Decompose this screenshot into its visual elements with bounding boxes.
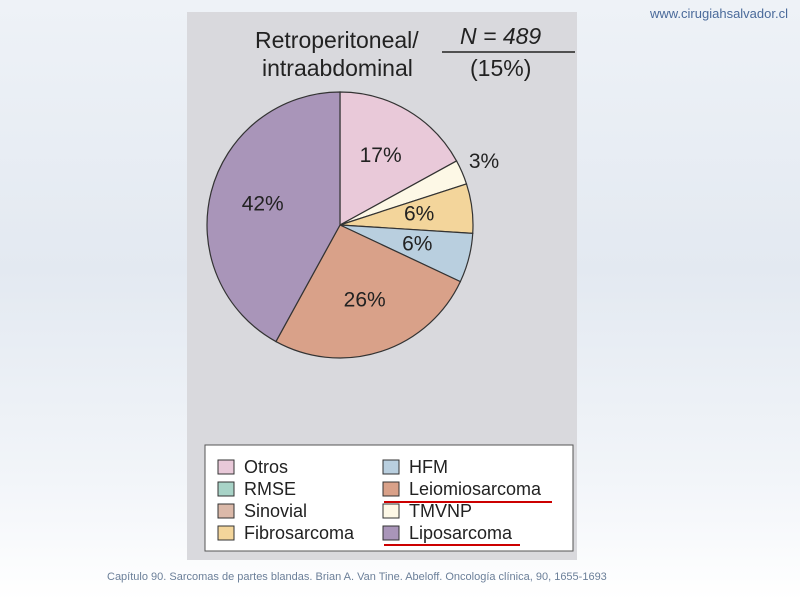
share: (15%)	[470, 55, 531, 81]
chart-title-line1: Retroperitoneal/	[255, 27, 419, 53]
slice-label: 17%	[360, 144, 402, 167]
legend-swatch	[382, 481, 400, 497]
legend-swatch	[382, 459, 400, 475]
pie-slice	[206, 91, 341, 343]
caption: Capítulo 90. Sarcomas de partes blandas.…	[107, 571, 607, 583]
slice-label: 6%	[404, 203, 434, 226]
slice-label: 26%	[344, 288, 386, 311]
legend-swatch	[382, 503, 400, 519]
legend-label: Fibrosarcoma	[244, 523, 355, 543]
legend-swatch	[217, 481, 235, 497]
slice-label: 42%	[242, 193, 284, 216]
sample-size: N = 489	[460, 23, 541, 49]
legend-swatch	[217, 503, 235, 519]
legend-label: TMVNP	[409, 501, 472, 521]
chart-title-line2: intraabdominal	[262, 55, 413, 81]
slice-label: 6%	[402, 232, 432, 255]
legend-label: Leiomiosarcoma	[409, 479, 542, 499]
legend-label: RMSE	[244, 479, 296, 499]
pie-slice	[339, 91, 458, 227]
website: www.cirugiahsalvador.cl	[649, 6, 788, 21]
legend-label: Sinovial	[244, 501, 307, 521]
legend-label: HFM	[409, 457, 448, 477]
legend-swatch	[217, 525, 235, 541]
legend-swatch	[217, 459, 235, 475]
legend-label: Otros	[244, 457, 288, 477]
legend-swatch	[382, 525, 400, 541]
legend-label: Liposarcoma	[409, 523, 513, 543]
slice-label: 3%	[469, 150, 499, 173]
